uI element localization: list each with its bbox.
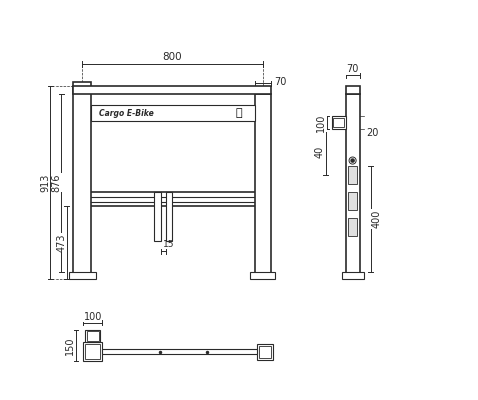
Text: 150: 150	[65, 336, 75, 355]
Bar	[348, 192, 357, 210]
Bar	[102, 350, 257, 354]
Text: 473: 473	[57, 233, 67, 252]
Bar	[259, 346, 271, 358]
Bar	[348, 166, 357, 184]
Text: 100: 100	[84, 312, 102, 322]
Text: Cargo E-Bike: Cargo E-Bike	[99, 109, 154, 118]
Bar	[85, 344, 100, 359]
Bar	[333, 118, 344, 128]
Bar	[257, 344, 272, 360]
Bar	[154, 192, 161, 242]
Text: 40: 40	[315, 146, 325, 158]
Bar	[85, 330, 100, 342]
Bar	[69, 272, 96, 279]
Bar	[346, 86, 360, 94]
Bar	[250, 272, 275, 279]
Text: 876: 876	[52, 173, 62, 192]
Text: 15: 15	[163, 240, 175, 249]
Text: 800: 800	[163, 52, 182, 62]
Text: 100: 100	[316, 114, 326, 132]
Bar	[346, 94, 360, 279]
Bar	[348, 218, 357, 236]
Bar	[73, 82, 91, 279]
Text: 913: 913	[40, 174, 50, 192]
Text: 20: 20	[366, 128, 379, 138]
Bar	[87, 331, 98, 341]
Bar	[332, 116, 346, 129]
Bar	[73, 86, 271, 94]
Text: 70: 70	[347, 64, 359, 74]
Text: 70: 70	[274, 77, 286, 87]
Text: 🛵: 🛵	[236, 108, 242, 118]
Bar	[255, 94, 271, 279]
Text: 400: 400	[372, 210, 381, 228]
Circle shape	[351, 159, 354, 162]
Bar	[342, 272, 364, 279]
Bar	[166, 192, 173, 242]
Bar	[91, 105, 255, 121]
Bar	[83, 342, 102, 361]
